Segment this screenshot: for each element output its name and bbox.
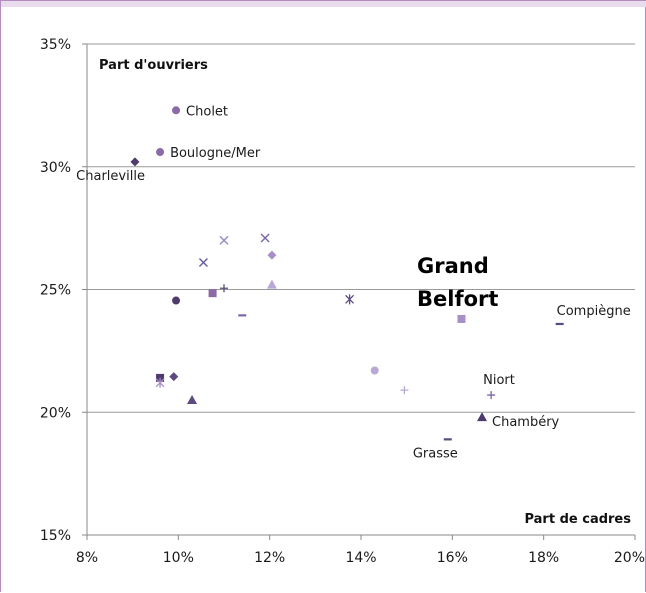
y-tick-label: 15% — [40, 528, 71, 544]
point-dash — [238, 314, 247, 317]
point-square — [457, 314, 466, 323]
point-circle — [172, 106, 181, 115]
point-labels: Cholet Boulogne/Mer Charleville Compiègne Ni… — [76, 104, 631, 461]
point-label: Charleville — [76, 169, 145, 184]
point-label: Grasse — [413, 446, 458, 461]
point-label: Chambéry — [492, 415, 560, 430]
y-tick-label: 30% — [40, 160, 71, 176]
highlight-label-line1: Grand — [417, 254, 489, 278]
point-plus — [487, 391, 496, 400]
point-label: Cholet — [186, 104, 228, 119]
gridlines — [87, 43, 635, 413]
point-asterisk — [345, 294, 355, 305]
point-x — [219, 235, 229, 245]
x-tick-labels: 8% 10% 12% 14% 16% 18% 20% — [76, 550, 645, 566]
point-circle — [156, 148, 165, 157]
axes — [82, 43, 636, 540]
point-x — [198, 258, 208, 267]
x-tick-label: 14% — [345, 550, 376, 566]
point-triangle — [477, 412, 488, 422]
point-diamond — [267, 250, 277, 260]
top-strip — [1, 1, 646, 7]
x-axis-title: Part de cadres — [524, 512, 631, 527]
x-tick-label: 12% — [254, 550, 285, 566]
point-square — [208, 289, 217, 298]
point-plus — [400, 386, 409, 395]
point-diamond — [169, 372, 179, 382]
x-tick-label: 18% — [528, 550, 559, 566]
point-label: Niort — [483, 373, 515, 388]
point-plus — [220, 284, 228, 293]
point-circle — [370, 366, 379, 375]
data-points — [130, 106, 564, 441]
highlight-label-line2: Belfort — [417, 287, 498, 311]
y-tick-labels: 15% 20% 25% 30% 35% — [40, 37, 71, 544]
point-label: Boulogne/Mer — [170, 146, 261, 161]
point-asterisk — [155, 377, 165, 388]
x-tick-label: 16% — [437, 550, 468, 566]
y-tick-label: 20% — [40, 405, 71, 421]
x-tick-label: 20% — [614, 550, 645, 566]
x-tick-label: 10% — [163, 550, 194, 566]
point-diamond — [130, 157, 140, 167]
point-circle — [172, 296, 181, 305]
point-dash — [555, 322, 564, 326]
y-tick-label: 25% — [40, 283, 71, 299]
x-tick-label: 8% — [76, 550, 98, 566]
point-x — [260, 233, 270, 243]
point-dash — [443, 438, 452, 441]
point-label: Compiègne — [557, 304, 631, 319]
y-axis-title: Part d'ouvriers — [99, 58, 208, 73]
y-tick-label: 35% — [40, 37, 71, 53]
point-triangle — [266, 279, 277, 289]
point-triangle — [187, 394, 198, 404]
